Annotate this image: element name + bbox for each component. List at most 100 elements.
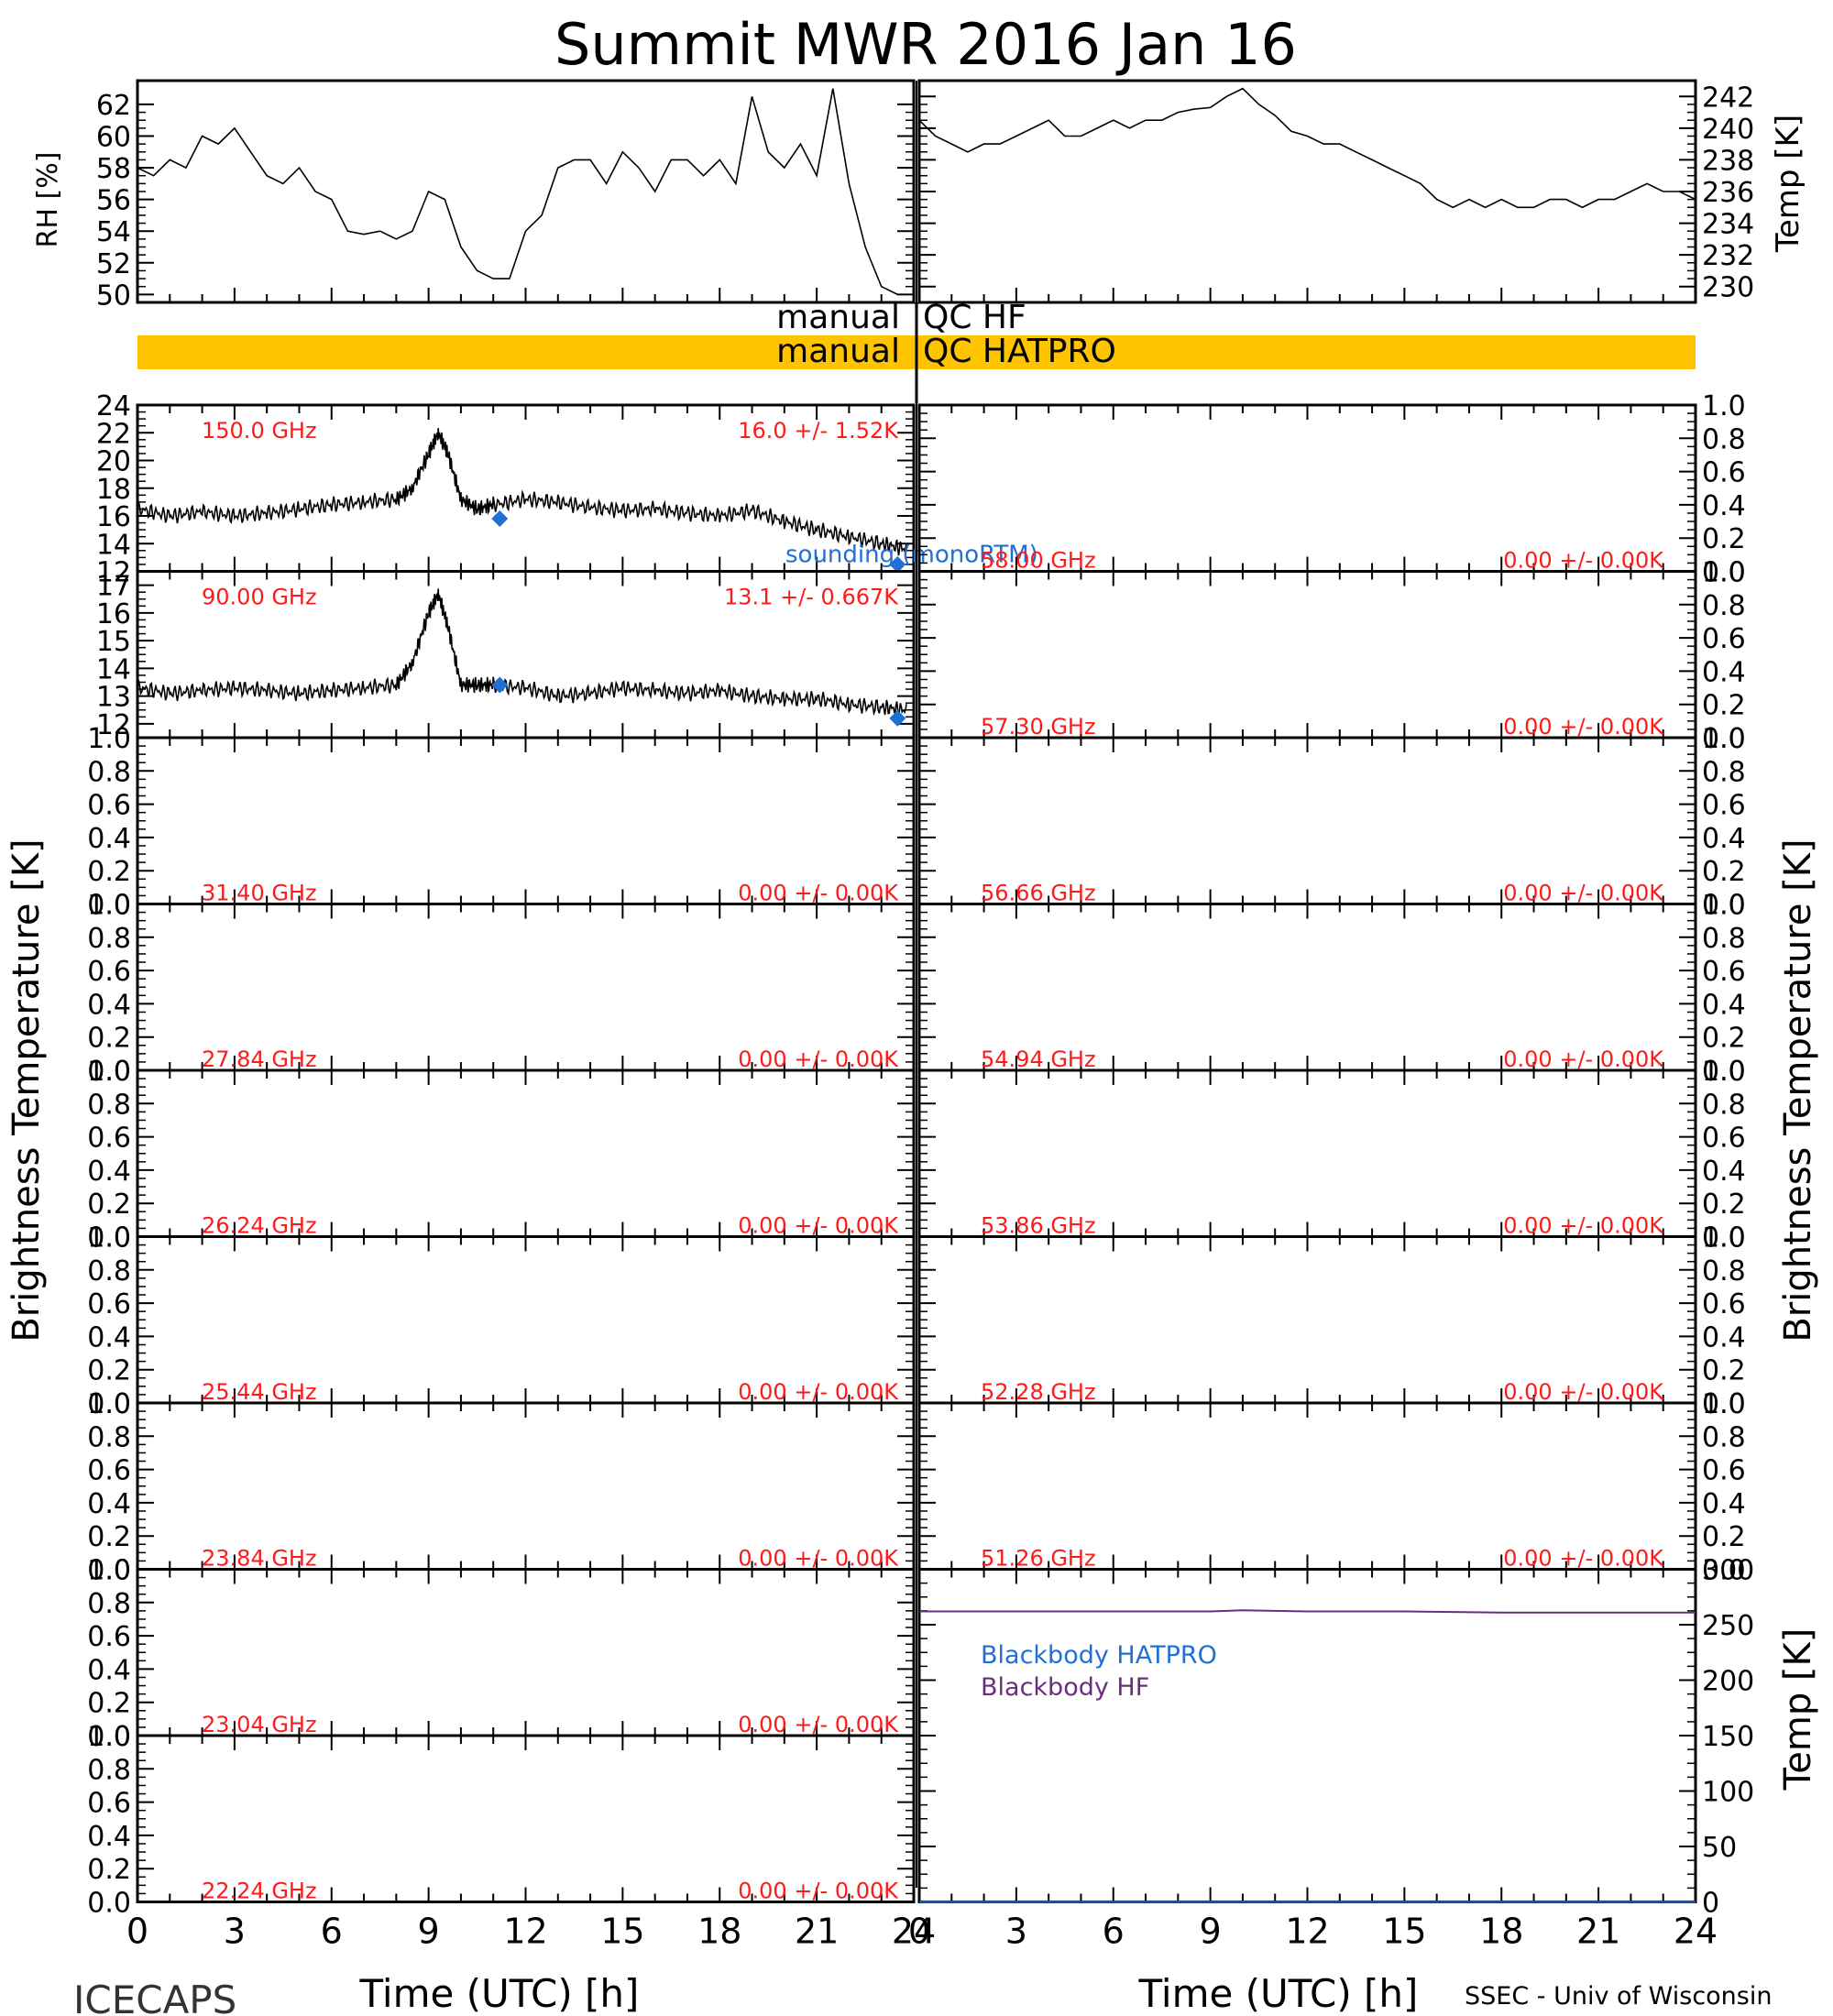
tb-right-2-ytick-label: 1.0 bbox=[1702, 723, 1746, 755]
rh-trace bbox=[137, 88, 898, 296]
tb-axis-label-right: Brightness Temperature [K] bbox=[1777, 838, 1819, 1342]
tb-left-7-stats-label: 0.00 +/- 0.00K bbox=[738, 1712, 899, 1737]
tb-right-5-channel-label: 52.28 GHz bbox=[981, 1379, 1096, 1405]
tb-left-3-channel-label: 27.84 GHz bbox=[202, 1046, 317, 1072]
tb-left-8-channel-label: 22.24 GHz bbox=[202, 1879, 317, 1904]
tb-right-4-ytick-label: 0.0 bbox=[1702, 1222, 1746, 1255]
tb-left-8-xtick-label: 15 bbox=[600, 1912, 644, 1952]
tb-axis-label-left: Brightness Temperature [K] bbox=[5, 838, 48, 1342]
tb-left-1-stats-label: 13.1 +/- 0.667K bbox=[724, 585, 899, 610]
tb-right-5-frame bbox=[917, 1235, 1697, 1405]
tb-right-5-ytick-label: 1.0 bbox=[1702, 1222, 1746, 1255]
blackbody-xtick-label: 9 bbox=[1200, 1912, 1222, 1952]
tb-left-8-stats-label: 0.00 +/- 0.00K bbox=[738, 1879, 899, 1904]
tb-right-1-ytick-label: 0.0 bbox=[1702, 723, 1746, 755]
blackbody-xtick-label: 12 bbox=[1285, 1912, 1329, 1952]
tb-left-0-channel-label: 150.0 GHz bbox=[202, 418, 317, 444]
blackbody-xtick-label: 15 bbox=[1382, 1912, 1426, 1952]
tb-left-7-frame bbox=[136, 1568, 916, 1737]
tb-left-8-xtick-label: 3 bbox=[224, 1912, 246, 1952]
tb-left-3-ytick-label: 0.4 bbox=[87, 989, 131, 1021]
tb-left-4-channel-label: 26.24 GHz bbox=[202, 1213, 317, 1239]
blackbody-ytick-label: 150 bbox=[1702, 1721, 1754, 1753]
tb-left-1-ytick-label: 12 bbox=[96, 709, 131, 741]
tb-left-8-ytick-label: 1.0 bbox=[87, 1721, 131, 1753]
blackbody-xtick-label: 6 bbox=[1103, 1912, 1125, 1952]
tb-left-3-frame bbox=[136, 903, 916, 1072]
tb-left-7-ytick-label: 1.0 bbox=[87, 1555, 131, 1587]
blackbody-xtick-label: 3 bbox=[1005, 1912, 1027, 1952]
tb-left-2-stats-label: 0.00 +/- 0.00K bbox=[738, 881, 899, 906]
temp-ytick-label: 232 bbox=[1702, 240, 1754, 272]
tb-left-8-xtick-label: 18 bbox=[697, 1912, 741, 1952]
tb-left-5-stats-label: 0.00 +/- 0.00K bbox=[738, 1379, 899, 1405]
tb-right-6-ytick-label: 0.8 bbox=[1702, 1421, 1746, 1453]
tb-left-4-ytick-label: 0.0 bbox=[87, 1222, 131, 1255]
tb-left-4-ytick-label: 0.6 bbox=[87, 1123, 131, 1155]
tb-left-0-ytick-label: 24 bbox=[96, 390, 131, 422]
tb-right-4-stats-label: 0.00 +/- 0.00K bbox=[1503, 1213, 1664, 1239]
tb-left-4-ytick-label: 0.8 bbox=[87, 1089, 131, 1121]
blackbody-ytick-label: 300 bbox=[1702, 1555, 1754, 1587]
tb-right-3-frame bbox=[917, 903, 1697, 1072]
tb-left-2-channel-label: 31.40 GHz bbox=[202, 881, 317, 906]
footer-ssec: SSEC - Univ of Wisconsin bbox=[1465, 1982, 1772, 2011]
tb-left-5-ytick-label: 0.4 bbox=[87, 1321, 131, 1353]
rh-ytick-label: 52 bbox=[96, 248, 131, 280]
x-axis-label-left: Time (UTC) [h] bbox=[359, 1971, 640, 2016]
tb-left-6-ytick-label: 0.8 bbox=[87, 1421, 131, 1453]
blackbody-ytick-label: 250 bbox=[1702, 1610, 1754, 1642]
tb-left-8-ytick-label: 0.8 bbox=[87, 1754, 131, 1786]
tb-right-2-ytick-label: 0.8 bbox=[1702, 756, 1746, 788]
tb-right-6-ytick-label: 0.0 bbox=[1702, 1555, 1746, 1587]
tb-left-7-ytick-label: 0.2 bbox=[87, 1688, 131, 1720]
tb-left-0-ytick-label: 22 bbox=[96, 418, 131, 450]
tb-left-4-frame bbox=[136, 1068, 916, 1238]
rh-ytick-label: 60 bbox=[96, 122, 131, 154]
tb-right-1-ytick-label: 0.6 bbox=[1702, 623, 1746, 655]
sounding-label: sounding (monoRTM) bbox=[785, 542, 1038, 569]
tb-left-2-ytick-label: 1.0 bbox=[87, 723, 131, 755]
tb-right-1-channel-label: 57.30 GHz bbox=[981, 714, 1096, 740]
tb-left-0-ytick-label: 18 bbox=[96, 474, 131, 506]
tb-left-3-ytick-label: 1.0 bbox=[87, 890, 131, 922]
tb-right-6-ytick-label: 1.0 bbox=[1702, 1388, 1746, 1420]
tb-left-7-ytick-label: 0.0 bbox=[87, 1721, 131, 1753]
tb-right-0-stats-label: 0.00 +/- 0.00K bbox=[1503, 548, 1664, 574]
tb-left-6-stats-label: 0.00 +/- 0.00K bbox=[738, 1546, 899, 1572]
tb-right-3-stats-label: 0.00 +/- 0.00K bbox=[1503, 1046, 1664, 1072]
blackbody-ytick-label: 100 bbox=[1702, 1777, 1754, 1809]
tb-left-5-ytick-label: 1.0 bbox=[87, 1222, 131, 1255]
tb-left-1-ytick-label: 15 bbox=[96, 626, 131, 658]
temp-ytick-label: 238 bbox=[1702, 145, 1754, 177]
tb-right-1-ytick-label: 0.4 bbox=[1702, 656, 1746, 688]
temp-frame bbox=[917, 79, 1697, 304]
tb-left-5-frame bbox=[136, 1235, 916, 1405]
tb-left-8-xtick-label: 24 bbox=[892, 1912, 936, 1952]
tb-left-2-ytick-label: 0.6 bbox=[87, 790, 131, 822]
rh-ytick-label: 54 bbox=[96, 216, 131, 248]
rh-frame bbox=[136, 79, 916, 304]
tb-right-6-stats-label: 0.00 +/- 0.00K bbox=[1503, 1546, 1664, 1572]
tb-left-0-ytick-label: 16 bbox=[96, 501, 131, 533]
tb-right-0-ytick-label: 0.4 bbox=[1702, 490, 1746, 522]
tb-right-4-ytick-label: 0.4 bbox=[1702, 1156, 1746, 1188]
tb-right-4-ytick-label: 0.6 bbox=[1702, 1123, 1746, 1155]
tb-right-0-ytick-label: 0.8 bbox=[1702, 423, 1746, 455]
tb-right-2-ytick-label: 0.4 bbox=[1702, 823, 1746, 855]
tb-right-2-frame bbox=[917, 736, 1697, 905]
x-axis-label-right: Time (UTC) [h] bbox=[1138, 1971, 1419, 2016]
blackbody-temp-axis-label: Temp [K] bbox=[1777, 1628, 1819, 1791]
legend-blackbody-hatpro: Blackbody HATPRO bbox=[981, 1641, 1217, 1670]
tb-right-0-ytick-label: 1.0 bbox=[1702, 390, 1746, 422]
tb-left-1-ytick-label: 14 bbox=[96, 653, 131, 685]
tb-right-6-ytick-label: 0.2 bbox=[1702, 1521, 1746, 1553]
tb-left-6-ytick-label: 0.4 bbox=[87, 1488, 131, 1520]
tb-left-8-frame bbox=[136, 1734, 916, 1903]
tb-left-8-ytick-label: 0.2 bbox=[87, 1854, 131, 1886]
tb-left-1-sounding-point bbox=[889, 709, 906, 727]
tb-right-6-ytick-label: 0.4 bbox=[1702, 1488, 1746, 1520]
tb-left-2-ytick-label: 0.2 bbox=[87, 856, 131, 888]
temp-ytick-label: 236 bbox=[1702, 177, 1754, 209]
